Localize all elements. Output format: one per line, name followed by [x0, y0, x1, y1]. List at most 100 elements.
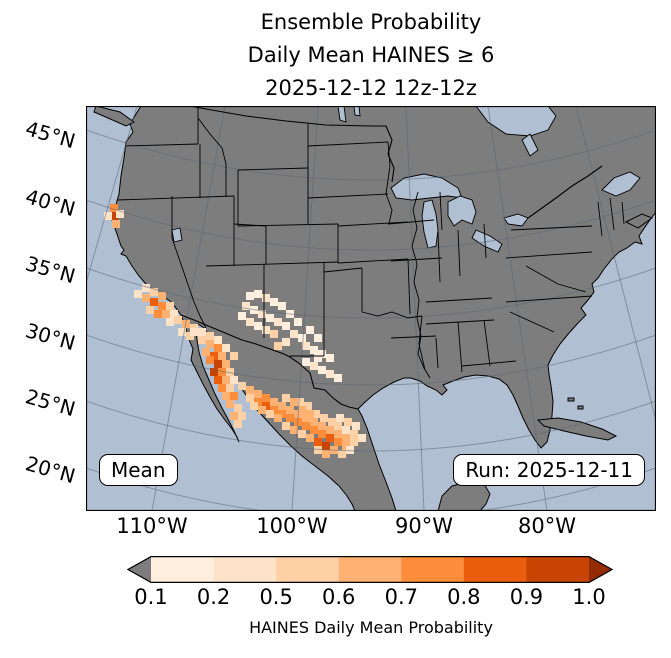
graticule — [86, 106, 656, 511]
probability-cell — [290, 426, 298, 434]
probability-cell — [170, 310, 178, 318]
probability-cell — [198, 328, 206, 336]
probability-cell — [238, 382, 246, 390]
probability-cell — [298, 334, 306, 342]
probability-cell — [336, 414, 344, 422]
probability-cell — [326, 354, 334, 362]
lake-huron — [447, 195, 477, 227]
probability-cell — [320, 414, 328, 422]
probability-cell — [334, 438, 342, 446]
colorbar-tick-label: 0.2 — [196, 585, 231, 609]
probability-cell — [278, 302, 286, 310]
probability-cell — [302, 342, 310, 350]
gulf-of-st-lawrence — [601, 171, 641, 197]
probability-cell — [282, 422, 290, 430]
st-lawrence-border — [527, 165, 603, 219]
title-line-3: 2025-12-12 12z-12z — [265, 76, 477, 100]
probability-cell — [290, 398, 298, 406]
lat-tick-40n: 40°N — [22, 184, 78, 222]
probability-cell — [298, 406, 306, 414]
probability-cell — [142, 294, 150, 302]
probability-cell — [210, 368, 218, 376]
colorbar-segment — [276, 556, 340, 583]
probability-cell — [274, 414, 282, 422]
probability-cell — [266, 410, 274, 418]
probability-cell — [150, 288, 158, 296]
parallel-25n — [86, 400, 656, 452]
probability-cell — [258, 406, 266, 414]
meridian-80w — [487, 106, 548, 511]
probability-cell — [326, 370, 334, 378]
probability-cell — [206, 356, 214, 364]
probability-cell — [282, 394, 290, 402]
probability-cell — [262, 394, 270, 402]
probability-cell — [314, 354, 322, 362]
probability-cell — [178, 328, 186, 336]
probability-cell — [226, 384, 234, 392]
probability-cell — [190, 328, 198, 336]
cuba — [536, 417, 618, 441]
probability-cell — [214, 360, 222, 368]
probability-cell — [154, 310, 162, 318]
probability-cell — [338, 450, 346, 458]
probability-cell — [334, 430, 342, 438]
probability-cell — [322, 450, 330, 458]
probability-cell — [318, 430, 326, 438]
lon-tick-80w: 80°W — [518, 514, 576, 538]
probability-cell — [258, 310, 266, 318]
probability-cell — [334, 422, 342, 430]
lake-winnipeg — [337, 106, 347, 123]
meridian-120w — [86, 106, 138, 284]
probability-cell — [222, 376, 230, 384]
probability-cell — [344, 418, 352, 426]
probability-cell — [142, 284, 150, 292]
probability-cell — [318, 422, 326, 430]
probability-cell — [218, 384, 226, 392]
run-date-badge: Run: 2025-12-11 — [453, 454, 645, 486]
national-borders — [180, 106, 603, 410]
probability-cell — [306, 434, 314, 442]
meridian-110w — [151, 106, 226, 511]
probability-cell — [310, 418, 318, 426]
probability-cell — [246, 394, 254, 402]
meridian-90w — [405, 106, 425, 511]
nova-scotia — [624, 213, 654, 229]
probability-cell — [222, 360, 230, 368]
probability-cell — [342, 426, 350, 434]
probability-cell — [222, 344, 230, 352]
colorbar-segment — [463, 556, 527, 583]
statistic-badge: Mean — [99, 454, 178, 486]
lat-tick-25n: 25°N — [22, 384, 78, 422]
colorbar-segment — [213, 556, 277, 583]
colorbar-segments — [151, 556, 590, 583]
probability-cell — [318, 366, 326, 374]
probability-cell — [198, 336, 206, 344]
probability-cell — [238, 412, 246, 420]
state-borders — [116, 106, 625, 379]
probability-cell — [350, 438, 358, 446]
probability-cell — [326, 426, 334, 434]
probability-cell — [206, 340, 214, 348]
probability-cell — [226, 400, 234, 408]
probability-cell — [218, 352, 226, 360]
colorbar-tick-label: 0.6 — [322, 585, 356, 609]
probability-cell — [116, 210, 124, 218]
lon-tick-90w: 90°W — [395, 514, 453, 538]
probability-cell — [146, 306, 154, 314]
probability-cell — [270, 298, 278, 306]
colorbar-outline — [126, 556, 614, 583]
probability-cell — [306, 326, 314, 334]
probability-cell — [218, 368, 226, 376]
colorbar-tick-label: 0.9 — [509, 585, 544, 609]
map-frame — [86, 106, 656, 511]
colorbar — [126, 556, 614, 583]
lake-erie — [471, 229, 503, 253]
probability-cell — [298, 430, 306, 438]
probability-cell — [162, 310, 170, 318]
probability-cell — [326, 434, 334, 442]
probability-cell — [234, 420, 242, 428]
probability-cell — [322, 442, 330, 450]
bahamas-islet — [567, 397, 575, 402]
lat-tick-45n: 45°N — [22, 116, 78, 154]
probability-cell — [254, 290, 262, 298]
